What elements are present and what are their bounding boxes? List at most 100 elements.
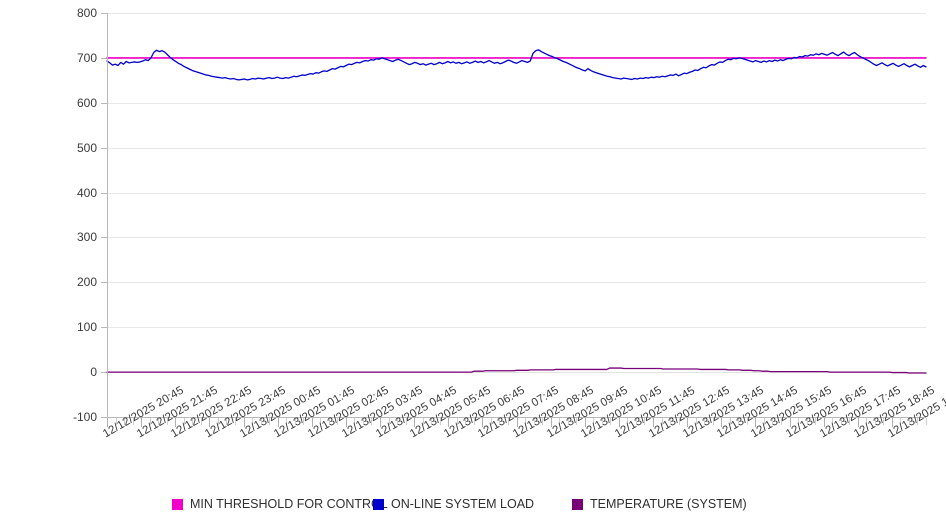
y-tick-100 [101, 327, 107, 329]
x-minor-tick [166, 418, 168, 425]
y-axis-label-wrap: 700 [33, 52, 97, 64]
y-tick-400 [101, 192, 107, 194]
x-minor-tick [252, 418, 254, 425]
x-minor-tick [576, 418, 578, 425]
y-tick--100 [101, 417, 107, 418]
x-major-tick [857, 418, 859, 427]
x-minor-tick [678, 418, 680, 425]
y-axis-label: 400 [76, 185, 97, 200]
x-minor-tick [473, 418, 475, 425]
x-minor-tick [704, 418, 706, 425]
legend-label: TEMPERATURE (SYSTEM) [590, 497, 747, 511]
series-container [106, 49, 927, 374]
x-minor-tick [593, 418, 595, 425]
x-major-tick [516, 418, 518, 427]
x-minor-tick [465, 418, 467, 425]
y-axis-label: 0 [90, 365, 97, 380]
x-minor-tick [507, 418, 509, 425]
x-major-tick [653, 418, 654, 427]
x-minor-tick [158, 418, 160, 425]
x-minor-tick [567, 418, 569, 425]
x-major-tick [311, 418, 313, 427]
gridline-200 [107, 282, 926, 284]
x-minor-tick [269, 418, 271, 425]
y-axis-label: -100 [72, 410, 97, 424]
y-tick-700 [101, 57, 107, 59]
y-tick-800 [101, 13, 107, 14]
y-tick-300 [101, 237, 107, 239]
legend-label: ON-LINE SYSTEM LOAD [391, 497, 535, 511]
x-minor-tick [320, 418, 322, 425]
x-minor-tick [533, 418, 535, 425]
legend-color-swatch [572, 498, 583, 510]
gridline-100 [107, 327, 926, 329]
x-minor-tick [439, 418, 441, 425]
x-major-tick [891, 418, 893, 427]
x-minor-tick [183, 418, 185, 425]
legend-item[interactable]: TEMPERATURE (SYSTEM) [572, 496, 747, 512]
y-axis-label: 100 [76, 320, 97, 335]
y-tick-600 [101, 102, 107, 104]
x-minor-tick [610, 418, 612, 425]
x-minor-tick [200, 418, 202, 425]
series-line [106, 49, 927, 81]
y-tick-500 [101, 147, 107, 149]
legend-item[interactable]: ON-LINE SYSTEM LOAD [373, 496, 534, 512]
y-axis-label-wrap: 800 [33, 7, 97, 19]
x-minor-tick [780, 418, 782, 425]
y-axis-label-wrap: 0 [33, 366, 97, 378]
x-minor-tick [832, 418, 834, 425]
x-major-tick [618, 418, 620, 427]
x-major-tick [380, 418, 381, 427]
x-minor-tick [226, 418, 228, 425]
series-line [106, 367, 927, 374]
x-major-tick [277, 418, 279, 427]
x-major-tick [789, 418, 791, 427]
x-minor-tick [286, 418, 288, 425]
gridline-600 [107, 102, 926, 104]
gridline-500 [107, 147, 926, 149]
x-minor-tick [883, 418, 885, 425]
x-major-tick [243, 418, 245, 427]
x-minor-tick [798, 418, 800, 425]
x-major-tick [414, 418, 416, 427]
x-minor-tick [337, 418, 339, 425]
y-axis-label-wrap: -100 [33, 411, 97, 423]
y-tick-0 [101, 372, 107, 374]
x-minor-tick [874, 418, 876, 425]
x-major-tick [721, 418, 723, 427]
y-axis-label: 600 [76, 95, 97, 110]
x-major-tick [823, 418, 825, 427]
y-axis-label-wrap: 200 [33, 276, 97, 288]
chart-legend: MIN THRESHOLD FOR CONTROL ON-LINE SYSTEM … [0, 496, 946, 516]
x-minor-tick [926, 418, 927, 425]
x-major-tick [550, 418, 552, 427]
plot-area [106, 13, 927, 418]
y-axis-label: 700 [76, 50, 97, 65]
x-major-tick [209, 418, 211, 427]
x-minor-tick [294, 418, 296, 425]
x-minor-tick [431, 418, 433, 425]
x-minor-tick [900, 418, 902, 425]
y-axis-label-wrap: 600 [33, 97, 97, 109]
x-axis-line [107, 417, 926, 418]
x-major-tick [482, 418, 484, 427]
x-major-tick [107, 418, 108, 427]
y-tick-200 [101, 282, 107, 284]
x-major-tick [175, 418, 177, 427]
x-minor-tick [712, 418, 714, 425]
x-minor-tick [456, 418, 458, 425]
x-minor-tick [260, 418, 262, 425]
x-minor-tick [815, 418, 817, 425]
x-minor-tick [627, 418, 629, 425]
x-minor-tick [354, 418, 356, 425]
legend-item[interactable]: MIN THRESHOLD FOR CONTROL [172, 496, 388, 512]
x-minor-tick [763, 418, 765, 425]
x-minor-tick [124, 418, 126, 425]
x-major-tick [141, 418, 143, 427]
x-minor-tick [303, 418, 305, 425]
y-axis-label: 300 [76, 230, 97, 245]
x-minor-tick [499, 418, 501, 425]
x-minor-tick [149, 418, 151, 425]
